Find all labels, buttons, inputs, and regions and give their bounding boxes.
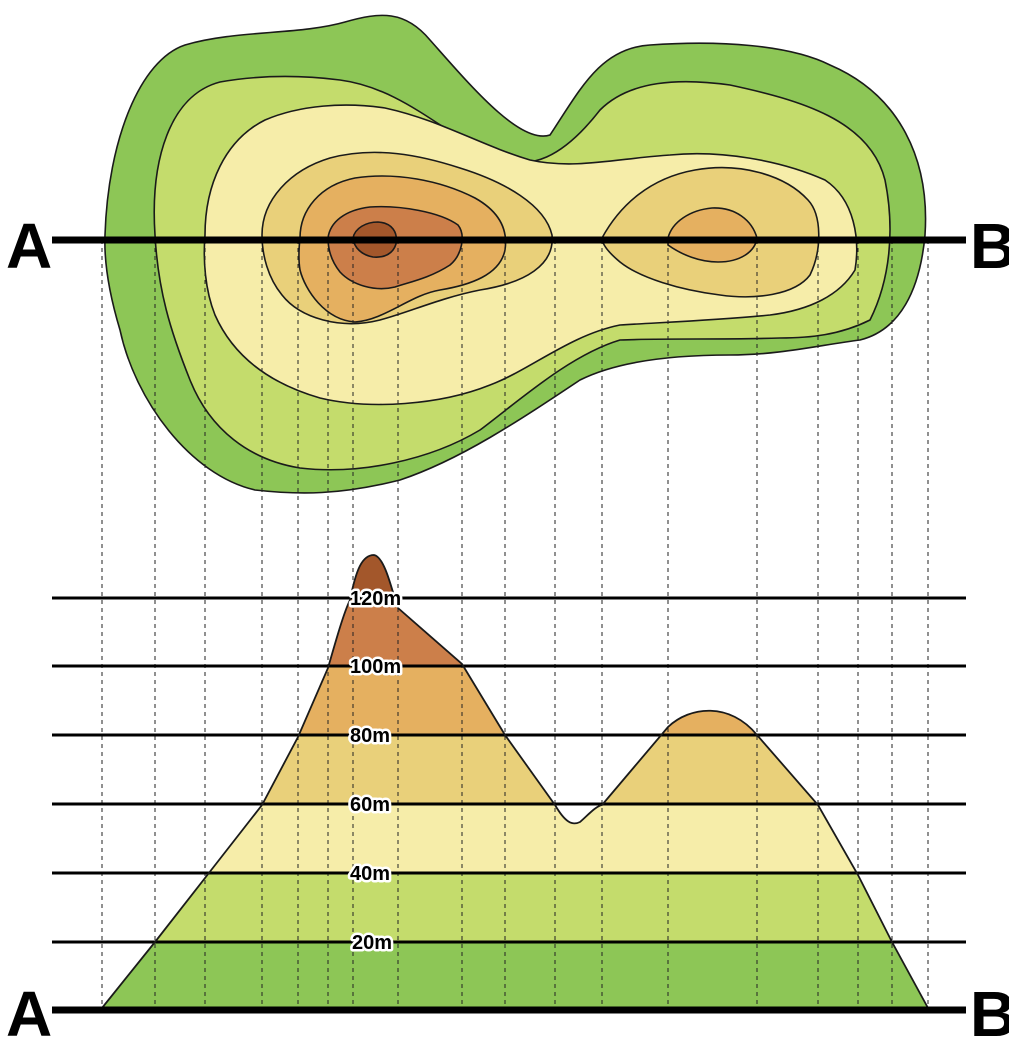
contour-map (104, 14, 927, 494)
profile-band-100-120 (102, 598, 928, 666)
section-start-label-profile: A (6, 978, 52, 1041)
elevation-gridlines (52, 596, 966, 944)
profile-outline (101, 554, 929, 1009)
section-end-label-profile: B (970, 978, 1009, 1041)
profile-band-0-20 (102, 942, 928, 1008)
profile-band-summit (102, 555, 928, 598)
elevation-label-80m: 80m (350, 725, 390, 747)
profile-band-20-40 (102, 873, 928, 942)
elevation-label-120m: 120m (350, 588, 401, 610)
elevation-labels: 20m 40m 60m 80m 100m 120m (348, 586, 404, 957)
elevation-label-40m: 40m (350, 863, 390, 885)
section-end-label-map: B (970, 210, 1009, 282)
profile-band-80-100 (102, 666, 928, 735)
profile-band-60-80 (102, 735, 928, 804)
elevation-label-100m: 100m (350, 656, 401, 678)
profile-fill (102, 555, 928, 1008)
projection-leaders (101, 240, 929, 1008)
elevation-label-20m: 20m (352, 932, 392, 954)
section-start-label-map: A (6, 210, 52, 282)
profile-band-40-60 (102, 804, 928, 873)
elevation-label-60m: 60m (350, 794, 390, 816)
